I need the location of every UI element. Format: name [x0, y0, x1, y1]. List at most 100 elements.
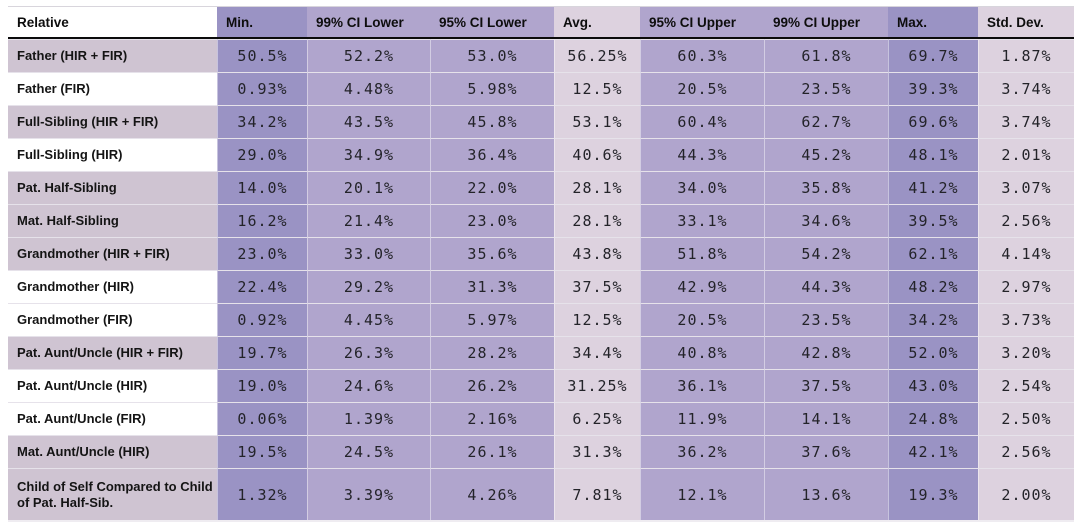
cell-min: 0.92% — [217, 303, 307, 336]
table-row: Pat. Aunt/Uncle (FIR) 0.06% 1.39% 2.16% 6.25… — [8, 402, 1074, 435]
cell-max: 42.1% — [888, 435, 978, 468]
cell-avg: 28.1% — [554, 171, 640, 204]
row-label: Father (FIR) — [8, 72, 217, 105]
cell-min: 0.06% — [217, 402, 307, 435]
cell-max: 62.1% — [888, 237, 978, 270]
cell-avg: 31.25% — [554, 369, 640, 402]
table-row: Mat. Half-Sibling 16.2% 21.4% 23.0% 28.1% 33.… — [8, 204, 1074, 237]
cell-sd: 4.14% — [978, 237, 1074, 270]
cell-avg: 31.3% — [554, 435, 640, 468]
cell-ci99l: 43.5% — [307, 105, 430, 138]
column-header-ci95l: 95% CI Lower — [430, 7, 554, 37]
row-label: Father (HIR + FIR) — [8, 39, 217, 72]
table-row: Grandmother (FIR) 0.92% 4.45% 5.97% 12.5% 20.… — [8, 303, 1074, 336]
cell-min: 19.7% — [217, 336, 307, 369]
cell-ci95l: 35.6% — [430, 237, 554, 270]
cell-ci95u: 42.9% — [640, 270, 764, 303]
cell-ci95l: 28.2% — [430, 336, 554, 369]
cell-min: 22.4% — [217, 270, 307, 303]
cell-max: 19.3% — [888, 468, 978, 520]
cell-ci99u: 54.2% — [764, 237, 888, 270]
cell-max: 39.5% — [888, 204, 978, 237]
cell-ci95l: 36.4% — [430, 138, 554, 171]
cell-avg: 40.6% — [554, 138, 640, 171]
cell-ci95u: 40.8% — [640, 336, 764, 369]
cell-sd: 2.50% — [978, 402, 1074, 435]
cell-min: 19.5% — [217, 435, 307, 468]
cell-ci95l: 26.1% — [430, 435, 554, 468]
cell-ci95u: 60.3% — [640, 39, 764, 72]
table-row: Full-Sibling (HIR + FIR) 34.2% 43.5% 45.8% 5… — [8, 105, 1074, 138]
cell-min: 16.2% — [217, 204, 307, 237]
cell-sd: 2.01% — [978, 138, 1074, 171]
cell-avg: 43.8% — [554, 237, 640, 270]
cell-ci95l: 53.0% — [430, 39, 554, 72]
table-row: Pat. Aunt/Uncle (HIR + FIR) 19.7% 26.3% 28.… — [8, 336, 1074, 369]
cell-ci99l: 26.3% — [307, 336, 430, 369]
cell-avg: 34.4% — [554, 336, 640, 369]
cell-ci99u: 37.5% — [764, 369, 888, 402]
cell-min: 19.0% — [217, 369, 307, 402]
cell-max: 52.0% — [888, 336, 978, 369]
cell-ci99l: 4.48% — [307, 72, 430, 105]
cell-ci99u: 23.5% — [764, 303, 888, 336]
cell-ci99l: 21.4% — [307, 204, 430, 237]
cell-sd: 3.20% — [978, 336, 1074, 369]
cell-ci95l: 45.8% — [430, 105, 554, 138]
cell-ci95l: 22.0% — [430, 171, 554, 204]
row-label: Pat. Half-Sibling — [8, 171, 217, 204]
cell-ci99u: 44.3% — [764, 270, 888, 303]
cell-avg: 56.25% — [554, 39, 640, 72]
row-label: Grandmother (HIR + FIR) — [8, 237, 217, 270]
row-label: Pat. Aunt/Uncle (HIR + FIR) — [8, 336, 217, 369]
table-row: Pat. Aunt/Uncle (HIR) 19.0% 24.6% 26.2% 31.2… — [8, 369, 1074, 402]
cell-avg: 7.81% — [554, 468, 640, 520]
cell-ci95l: 5.97% — [430, 303, 554, 336]
row-label: Mat. Aunt/Uncle (HIR) — [8, 435, 217, 468]
cell-ci99u: 23.5% — [764, 72, 888, 105]
cell-max: 41.2% — [888, 171, 978, 204]
cell-sd: 1.87% — [978, 39, 1074, 72]
column-header-ci95u: 95% CI Upper — [640, 7, 764, 37]
cell-ci99u: 42.8% — [764, 336, 888, 369]
cell-ci99u: 61.8% — [764, 39, 888, 72]
cell-ci99u: 37.6% — [764, 435, 888, 468]
cell-ci95u: 11.9% — [640, 402, 764, 435]
cell-ci95u: 60.4% — [640, 105, 764, 138]
header-row: Relative Min. 99% CI Lower 95% CI Lower Avg.… — [8, 7, 1074, 39]
row-label: Full-Sibling (HIR) — [8, 138, 217, 171]
cell-ci99l: 24.6% — [307, 369, 430, 402]
table-row: Child of Self Compared to Child of Pat. … — [8, 468, 1074, 520]
column-header-ci99l: 99% CI Lower — [307, 7, 430, 37]
cell-sd: 3.74% — [978, 105, 1074, 138]
row-label: Mat. Half-Sibling — [8, 204, 217, 237]
cell-ci95u: 33.1% — [640, 204, 764, 237]
cell-ci99u: 13.6% — [764, 468, 888, 520]
cell-ci95u: 20.5% — [640, 72, 764, 105]
cell-avg: 6.25% — [554, 402, 640, 435]
column-header-max: Max. — [888, 7, 978, 37]
cell-max: 69.7% — [888, 39, 978, 72]
table-row: Father (HIR + FIR) 50.5% 52.2% 53.0% 56.25% 6… — [8, 39, 1074, 72]
cell-max: 69.6% — [888, 105, 978, 138]
cell-ci95u: 12.1% — [640, 468, 764, 520]
cell-ci95l: 31.3% — [430, 270, 554, 303]
cell-ci99l: 3.39% — [307, 468, 430, 520]
cell-sd: 2.56% — [978, 435, 1074, 468]
cell-ci95u: 36.2% — [640, 435, 764, 468]
table-row: Full-Sibling (HIR) 29.0% 34.9% 36.4% 40.6% 44… — [8, 138, 1074, 171]
cell-sd: 3.73% — [978, 303, 1074, 336]
cell-max: 48.1% — [888, 138, 978, 171]
cell-sd: 2.54% — [978, 369, 1074, 402]
cell-ci99u: 14.1% — [764, 402, 888, 435]
column-header-min: Min. — [217, 7, 307, 37]
row-label: Child of Self Compared to Child of Pat. … — [8, 468, 217, 520]
column-header-relative: Relative — [8, 7, 217, 37]
row-label: Pat. Aunt/Uncle (HIR) — [8, 369, 217, 402]
cell-sd: 2.97% — [978, 270, 1074, 303]
cell-ci95l: 26.2% — [430, 369, 554, 402]
cell-ci99l: 4.45% — [307, 303, 430, 336]
cell-min: 14.0% — [217, 171, 307, 204]
cell-avg: 53.1% — [554, 105, 640, 138]
cell-avg: 12.5% — [554, 303, 640, 336]
